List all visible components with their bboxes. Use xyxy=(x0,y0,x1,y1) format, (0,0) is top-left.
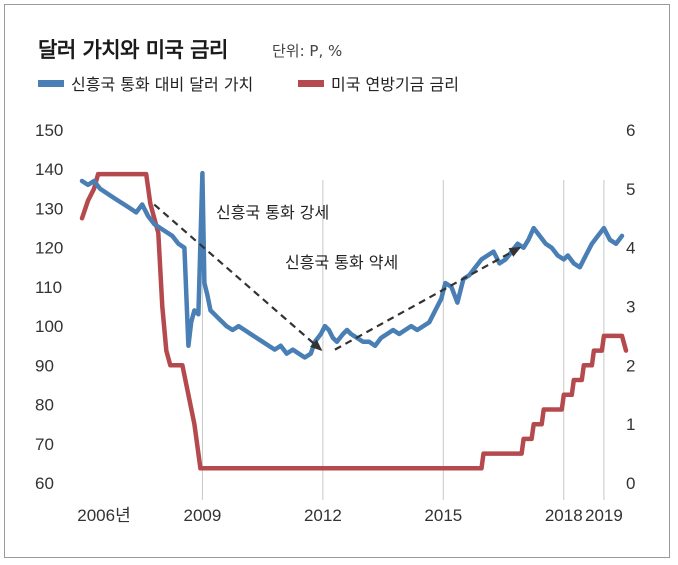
annotation-arrow-1 xyxy=(153,203,323,351)
x-tick-2012: 2012 xyxy=(304,506,342,525)
x-tick-2018: 2018 xyxy=(545,506,583,525)
x-tick-2019: 2019 xyxy=(585,506,623,525)
legend-label-rate: 미국 연방기금 금리 xyxy=(331,75,459,94)
x-tick-2006: 2006년 xyxy=(77,506,130,525)
annotation-label-1: 신흥국 통화 강세 xyxy=(216,203,329,222)
y-left-tick-140: 140 xyxy=(35,160,63,179)
y-left-tick-110: 110 xyxy=(35,278,62,297)
x-tick-2015: 2015 xyxy=(424,506,462,525)
series-line-dollar xyxy=(79,170,625,360)
y-right-tick-2: 2 xyxy=(626,356,635,375)
y-left-tick-150: 150 xyxy=(35,121,63,140)
x-tick-2009: 2009 xyxy=(184,506,222,525)
y-left-tick-100: 100 xyxy=(35,317,63,336)
y-left-tick-70: 70 xyxy=(35,435,54,454)
y-left-tick-90: 90 xyxy=(35,356,54,375)
y-right-tick-1: 1 xyxy=(626,415,635,434)
legend-swatch-red xyxy=(298,79,324,87)
chart-frame xyxy=(4,4,670,558)
legend-item-rate: 미국 연방기금 금리 xyxy=(298,71,459,95)
series-line-rate xyxy=(79,171,629,471)
y-right-tick-0: 0 xyxy=(626,474,635,493)
y-right-tick-5: 5 xyxy=(626,180,635,199)
y-left-tick-130: 130 xyxy=(35,199,63,218)
y-right-tick-6: 6 xyxy=(626,121,635,140)
chart-title: 달러 가치와 미국 금리 xyxy=(38,38,228,62)
legend-label-dollar: 신흥국 통화 대비 달러 가치 xyxy=(71,75,254,94)
y-left-tick-120: 120 xyxy=(35,239,63,258)
annotation-label-2: 신흥국 통화 약세 xyxy=(285,253,398,272)
y-right-tick-3: 3 xyxy=(626,298,635,317)
y-right-tick-4: 4 xyxy=(626,239,635,258)
legend-swatch-blue xyxy=(38,79,64,87)
legend-item-dollar: 신흥국 통화 대비 달러 가치 xyxy=(38,71,253,95)
y-left-tick-60: 60 xyxy=(35,474,54,493)
unit-label: 단위: P, % xyxy=(272,42,343,60)
y-left-tick-80: 80 xyxy=(35,396,54,415)
